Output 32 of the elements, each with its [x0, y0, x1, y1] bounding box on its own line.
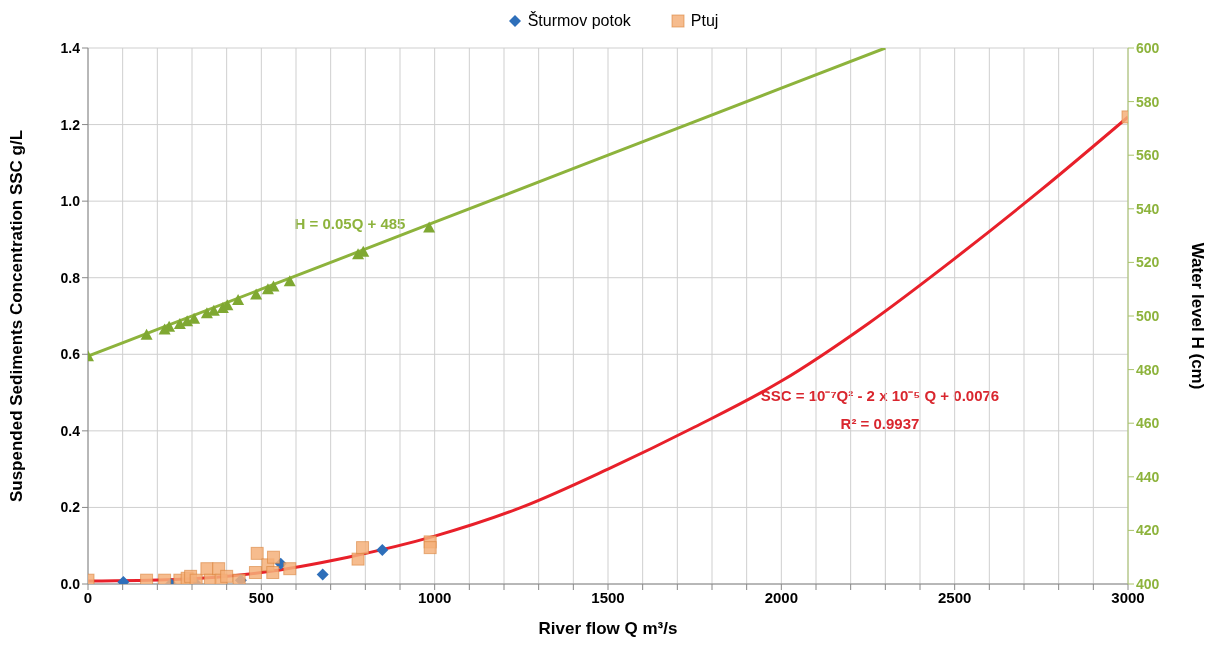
x-tick-label: 2500 [937, 588, 972, 606]
x-tick-label: 500 [248, 588, 274, 606]
y-tick-label: 1.0 [60, 193, 81, 210]
y2-tick-label: 520 [1136, 254, 1160, 271]
x-tick-label: 0 [83, 588, 93, 606]
legend-label: Šturmov potok [527, 12, 631, 30]
y2-tick-label: 460 [1136, 415, 1160, 432]
y2-tick-label: 580 [1136, 93, 1160, 110]
y-tick-label: 0.8 [60, 269, 81, 286]
x-axis-title: River flow Q m³/s [538, 619, 678, 638]
y2-tick-label: 560 [1136, 147, 1160, 164]
y2-tick-label: 540 [1136, 200, 1160, 217]
annotation: SSC = 10⁻⁷Q² - 2 x 10⁻⁵ Q + 0.0076 [758, 385, 1002, 405]
y-tick-label: 1.4 [60, 39, 81, 56]
y-tick-label: 0.6 [60, 346, 81, 363]
y2-tick-label: 440 [1136, 468, 1160, 485]
x-tick-label: 1500 [591, 588, 625, 606]
x-tick-label: 1000 [417, 588, 452, 606]
annotation: R² = 0.9937 [838, 414, 922, 432]
y-tick-label: 0.4 [60, 422, 81, 439]
y-tick-label: 0.0 [60, 575, 81, 592]
y2-tick-label: 480 [1136, 361, 1160, 378]
y-axis-title: Suspended Sediments Concentration SSC g/L [7, 129, 27, 503]
y2-tick-label: 600 [1136, 39, 1160, 56]
y2-tick-label: 500 [1136, 307, 1160, 324]
y-tick-label: 1.2 [60, 116, 81, 133]
annotation: H = 0.05Q + 485 [292, 214, 408, 232]
y-tick-label: 0.2 [60, 499, 81, 516]
y2-axis-title: Water level H (cm) [1187, 242, 1207, 390]
x-tick-label: 2000 [764, 588, 799, 606]
y2-tick-label: 420 [1136, 522, 1160, 539]
legend-label: Ptuj [690, 12, 719, 30]
